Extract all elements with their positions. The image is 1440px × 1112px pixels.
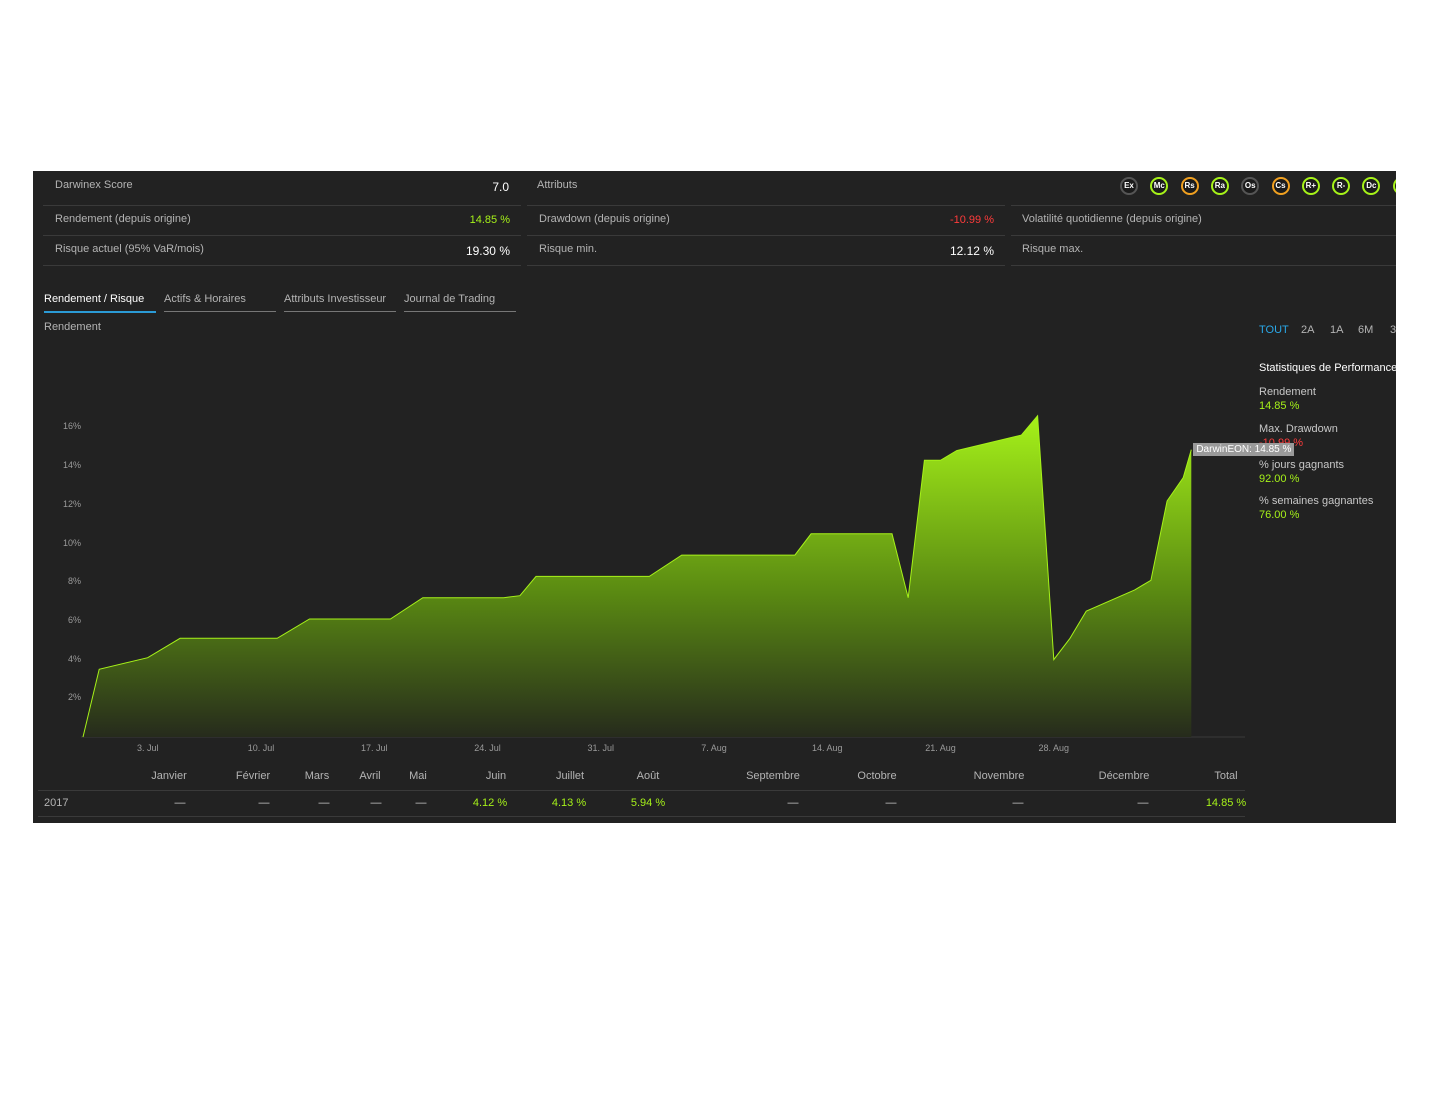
month-value: — <box>258 797 270 809</box>
badge-rs[interactable]: Rs <box>1180 177 1199 195</box>
month-header: Août <box>636 770 660 782</box>
darwin-panel: Darwinex Score 7.0 Attributs Ex Mc Rs Ra Os C… <box>33 171 1396 823</box>
attributes-label: Attributs <box>537 179 578 191</box>
risk-min-value: 12.12 % <box>949 244 994 258</box>
range-2a[interactable]: 2A <box>1301 324 1315 336</box>
chart-title: Rendement <box>44 321 101 333</box>
badge-cs[interactable]: Cs <box>1271 177 1290 195</box>
y-tick-label: 8% <box>67 576 81 587</box>
month-header: Septembre <box>746 770 800 782</box>
month-header: Janvier <box>151 770 187 782</box>
month-header: Février <box>235 770 271 782</box>
range-tout[interactable]: TOUT <box>1259 324 1289 336</box>
x-tick-label: 10. Jul <box>247 743 275 753</box>
perf-label-jours: % jours gagnants <box>1259 459 1344 471</box>
badge-mc[interactable]: Mc <box>1150 177 1169 195</box>
month-value: — <box>174 797 186 809</box>
y-tick-label: 6% <box>67 614 81 625</box>
month-value: — <box>415 797 427 809</box>
return-line <box>82 414 1192 738</box>
month-value: — <box>885 797 897 809</box>
y-tick-label: 12% <box>62 498 81 509</box>
y-tick-label: 4% <box>67 653 81 664</box>
month-value: 4.12 % <box>472 797 508 809</box>
perf-label-rendement: Rendement <box>1259 386 1316 398</box>
risk-max-label: Risque max. <box>1022 243 1084 255</box>
x-tick-label: 21. Aug <box>925 743 956 753</box>
perf-label-drawdown: Max. Drawdown <box>1259 423 1338 435</box>
month-value: — <box>370 797 382 809</box>
month-value: — <box>1137 797 1149 809</box>
y-tick-label: 2% <box>67 692 81 703</box>
range-6m[interactable]: 6M <box>1358 324 1374 336</box>
return-chart <box>81 414 1245 738</box>
badge-rminus[interactable]: R- <box>1332 177 1351 195</box>
badge-os[interactable]: Os <box>1241 177 1260 195</box>
month-header: Juin <box>485 770 507 782</box>
x-tick-label: 14. Aug <box>812 743 843 753</box>
month-header: Octobre <box>857 770 897 782</box>
risk-value: 19.30 % <box>465 244 510 258</box>
tab-rendement-risque[interactable]: Rendement / Risque <box>44 293 156 313</box>
month-value: 4.13 % <box>551 797 587 809</box>
perf-title: Statistiques de Performance <box>1259 362 1396 374</box>
month-header: Novembre <box>973 770 1025 782</box>
month-header: Mars <box>304 770 330 782</box>
x-tick-label: 3. Jul <box>136 743 159 753</box>
chart-tooltip: DarwinEON: 14.85 % <box>1193 442 1295 456</box>
y-tick-label: 14% <box>62 460 81 471</box>
month-header: Avril <box>359 770 381 782</box>
drawdown-label: Drawdown (depuis origine) <box>539 213 670 225</box>
volatility-label: Volatilité quotidienne (depuis origine) <box>1022 213 1202 225</box>
x-tick-label: 31. Jul <box>587 743 615 753</box>
risk-label: Risque actuel (95% VaR/mois) <box>55 243 204 255</box>
range-1a[interactable]: 1A <box>1330 324 1344 336</box>
perf-value-semaines: 76.00 % <box>1259 509 1300 521</box>
tab-actifs-horaires[interactable]: Actifs & Horaires <box>164 293 276 312</box>
tab-attributs-investisseur[interactable]: Attributs Investisseur <box>284 293 396 312</box>
month-value: — <box>787 797 799 809</box>
x-tick-label: 24. Jul <box>474 743 501 753</box>
y-tick-label: 10% <box>62 537 81 548</box>
badge-ra[interactable]: Ra <box>1210 177 1229 195</box>
month-value: — <box>318 797 330 809</box>
perf-value-jours: 92.00 % <box>1259 473 1300 485</box>
perf-label-semaines: % semaines gagnantes <box>1259 495 1374 507</box>
return-value: 14.85 % <box>469 214 510 226</box>
y-tick-label: 16% <box>62 421 81 432</box>
range-3m[interactable]: 3M <box>1390 324 1396 336</box>
return-label: Rendement (depuis origine) <box>55 213 191 225</box>
month-value: 5.94 % <box>630 797 666 809</box>
tab-journal-trading[interactable]: Journal de Trading <box>404 293 516 312</box>
month-header: Juillet <box>555 770 585 782</box>
score-value: 7.0 <box>492 180 509 194</box>
badge-dc[interactable]: Dc <box>1362 177 1381 195</box>
month-header: Décembre <box>1098 770 1150 782</box>
month-value: 14.85 % <box>1205 797 1247 809</box>
badge-ex[interactable]: Ex <box>1120 177 1138 195</box>
year-label: 2017 <box>44 797 69 809</box>
risk-min-label: Risque min. <box>539 243 598 255</box>
month-header: Total <box>1214 770 1238 782</box>
drawdown-value: -10.99 % <box>949 214 994 226</box>
x-tick-label: 7. Aug <box>701 743 727 753</box>
x-tick-label: 17. Jul <box>360 743 388 753</box>
badge-rplus[interactable]: R+ <box>1301 177 1320 195</box>
x-tick-label: 28. Aug <box>1038 743 1070 753</box>
perf-value-rendement: 14.85 % <box>1259 400 1300 412</box>
month-value: — <box>1012 797 1024 809</box>
score-label: Darwinex Score <box>55 179 133 191</box>
month-header: Mai <box>409 770 427 782</box>
